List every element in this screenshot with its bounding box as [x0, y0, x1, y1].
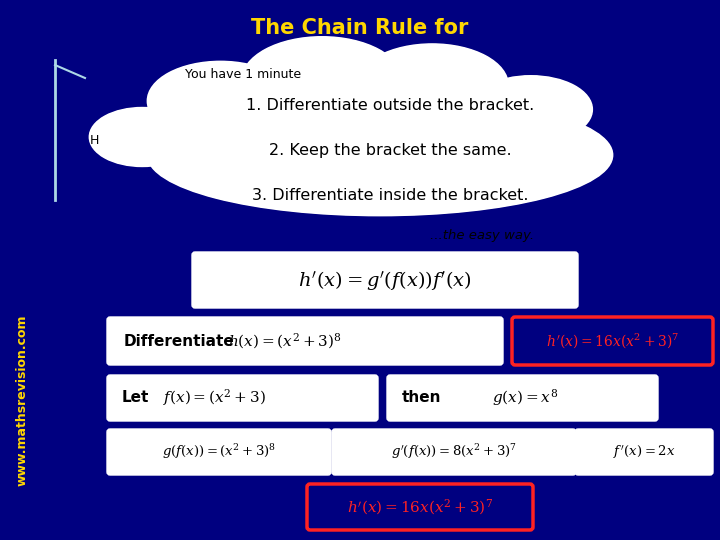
Ellipse shape — [90, 108, 194, 166]
FancyBboxPatch shape — [575, 429, 713, 475]
Text: $h(x) = (x^2+3)^8$: $h(x) = (x^2+3)^8$ — [228, 331, 342, 351]
Text: www.mathsrevision.com: www.mathsrevision.com — [16, 314, 29, 486]
FancyBboxPatch shape — [192, 252, 578, 308]
Text: 2. Keep the bracket the same.: 2. Keep the bracket the same. — [269, 143, 511, 158]
Text: Differentiate: Differentiate — [124, 334, 235, 348]
Ellipse shape — [470, 76, 592, 143]
Ellipse shape — [148, 95, 612, 215]
Text: then: then — [402, 390, 441, 406]
Ellipse shape — [242, 37, 402, 124]
Ellipse shape — [148, 62, 293, 140]
Text: $h'(x) = 16x(x^2+3)^7$: $h'(x) = 16x(x^2+3)^7$ — [546, 332, 679, 350]
Ellipse shape — [357, 45, 508, 126]
FancyBboxPatch shape — [512, 317, 713, 365]
FancyBboxPatch shape — [107, 429, 331, 475]
Text: $h'(x) = 16x(x^2+3)^7$: $h'(x) = 16x(x^2+3)^7$ — [347, 497, 493, 517]
Text: Let: Let — [122, 390, 149, 406]
Ellipse shape — [470, 76, 592, 143]
Ellipse shape — [148, 62, 293, 140]
Text: $h'(x) = g'(f(x))f'(x)$: $h'(x) = g'(f(x))f'(x)$ — [298, 268, 472, 292]
FancyBboxPatch shape — [307, 484, 533, 530]
Text: $f\,'(x) = 2x$: $f\,'(x) = 2x$ — [613, 443, 675, 461]
Text: $g'(f(x)) = 8(x^2+3)^7$: $g'(f(x)) = 8(x^2+3)^7$ — [391, 443, 517, 462]
FancyBboxPatch shape — [107, 375, 378, 421]
Text: H: H — [90, 133, 99, 146]
Text: You have 1 minute: You have 1 minute — [185, 69, 301, 82]
Text: ...the easy way.: ...the easy way. — [430, 228, 534, 241]
Text: 1. Differentiate outside the bracket.: 1. Differentiate outside the bracket. — [246, 98, 534, 112]
Text: $g(f(x)) = (x^2+3)^8$: $g(f(x)) = (x^2+3)^8$ — [162, 443, 276, 462]
Text: $f(x) = (x^2+3)$: $f(x) = (x^2+3)$ — [163, 388, 266, 408]
Ellipse shape — [90, 108, 194, 166]
Ellipse shape — [242, 37, 402, 124]
FancyBboxPatch shape — [107, 317, 503, 365]
FancyBboxPatch shape — [387, 375, 658, 421]
Text: 3. Differentiate inside the bracket.: 3. Differentiate inside the bracket. — [252, 187, 528, 202]
FancyBboxPatch shape — [332, 429, 576, 475]
Ellipse shape — [148, 95, 612, 215]
Text: $g(x) = x^8$: $g(x) = x^8$ — [492, 388, 558, 408]
Ellipse shape — [357, 45, 508, 126]
Text: The Chain Rule for: The Chain Rule for — [251, 18, 469, 38]
